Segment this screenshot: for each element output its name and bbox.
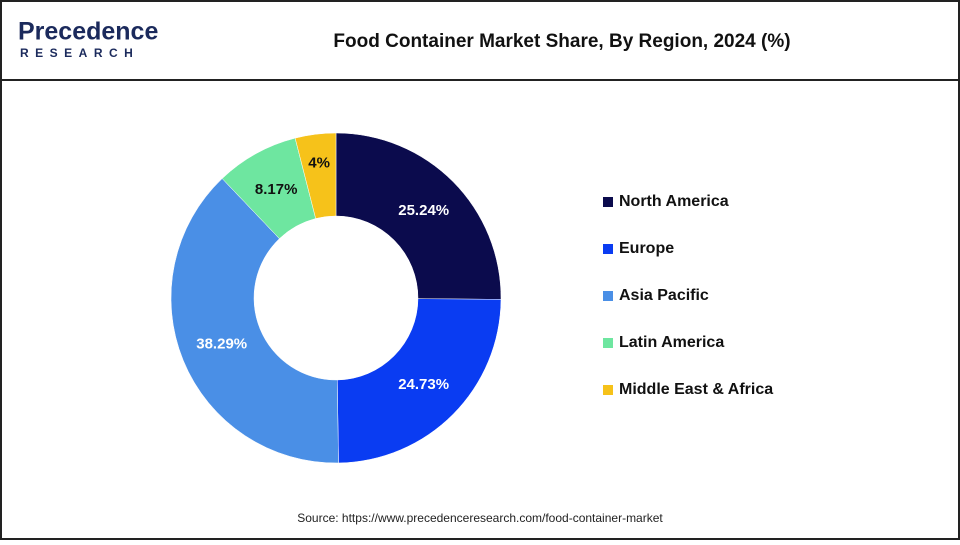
- donut-slice: [294, 132, 337, 219]
- data-label: 8.17%: [255, 181, 298, 198]
- legend-swatch: [603, 385, 613, 395]
- logo-tagline: RESEARCH: [20, 46, 139, 60]
- legend-label: Latin America: [619, 334, 724, 351]
- legend-label: North America: [619, 193, 729, 210]
- donut-slice: [170, 178, 339, 464]
- legend-swatch: [603, 244, 613, 254]
- legend-label: Europe: [619, 240, 674, 257]
- legend-label: Middle East & Africa: [619, 381, 773, 398]
- logo-name: Precedence: [18, 18, 158, 46]
- donut-slice: [337, 298, 502, 464]
- data-label: 24.73%: [398, 376, 449, 393]
- chart-title: Food Container Market Share, By Region, …: [333, 31, 790, 52]
- legend-label: Asia Pacific: [619, 287, 709, 304]
- donut-slice: [335, 132, 502, 300]
- data-label: 4%: [308, 155, 330, 172]
- legend-swatch: [603, 291, 613, 301]
- data-label: 25.24%: [398, 202, 449, 219]
- legend-swatch: [603, 338, 613, 348]
- legend-swatch: [603, 197, 613, 207]
- data-label: 38.29%: [196, 336, 247, 353]
- source: Source: https://www.precedenceresearch.c…: [297, 511, 663, 525]
